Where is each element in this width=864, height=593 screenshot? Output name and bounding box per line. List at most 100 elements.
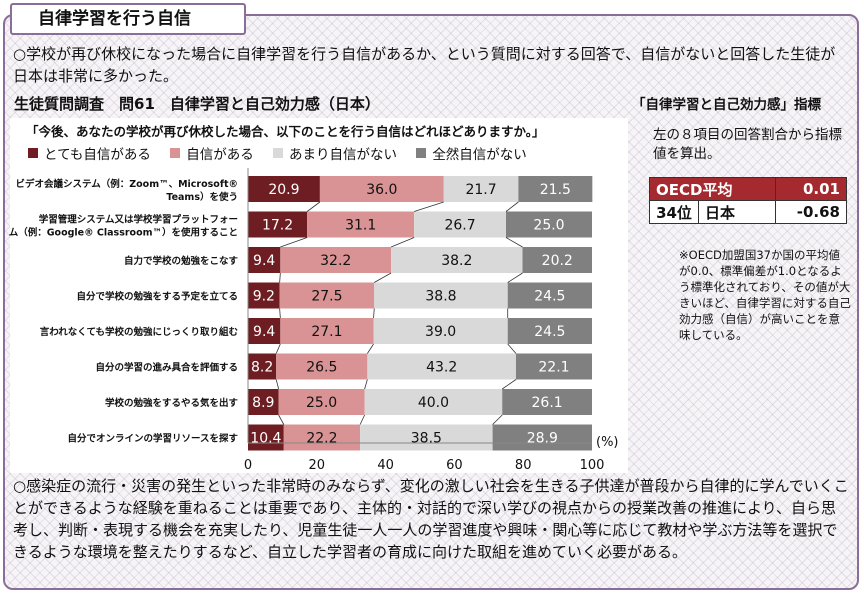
x-tick-label: 0: [244, 458, 252, 473]
index-description: 左の８項目の回答割合から指標値を算出。: [653, 127, 842, 162]
index-note: ※OECD加盟国37か国の平均値が0.0、標準偏差が1.0となるよう標準化されて…: [679, 248, 851, 342]
connector-line: [367, 343, 374, 354]
category-label: 自分で学校の勉強をする予定を立てる: [76, 291, 238, 303]
category-label: Teams）を使う: [166, 191, 238, 203]
connector-line: [501, 379, 517, 390]
data-label: 40.0: [418, 395, 449, 411]
outro-text: ○感染症の流行・災害の発生といった非常時のみならず、変化の激しい社会を生きる子供…: [13, 477, 849, 561]
connector-line: [278, 414, 285, 425]
index-rank-japan: 34位: [649, 200, 699, 224]
connector-line: [275, 343, 281, 354]
bar-segment: [507, 282, 592, 309]
bar-segment: [276, 353, 368, 380]
data-label: 22.2: [306, 431, 337, 447]
bar-segment: [364, 389, 503, 415]
data-label: 20.2: [542, 253, 573, 269]
data-label: 26.5: [306, 360, 337, 376]
connector-line: [390, 237, 415, 248]
data-label: 38.5: [411, 431, 442, 447]
legend-item-confident: 自信がある: [170, 143, 254, 163]
data-label: 38.2: [441, 253, 472, 269]
legend-label: とても自信がある: [44, 147, 151, 163]
legend-item-not-very-confident: あまり自信がない: [273, 143, 397, 163]
data-label: 17.2: [262, 218, 293, 234]
category-label: 自力で学校の勉強をこなす: [124, 255, 239, 267]
connector-line: [505, 201, 519, 212]
data-label: 22.1: [538, 360, 569, 376]
x-tick-label: 60: [446, 458, 463, 473]
connector-line: [359, 414, 365, 425]
data-label: 21.7: [465, 182, 496, 198]
bar-segment: [248, 424, 284, 451]
x-axis-unit: (%): [596, 435, 619, 450]
stacked-bar-chart: 20.9 36.0 21.7 21.5 ビデオ会議システム（例：Zoom™、Micros…: [9, 168, 619, 473]
chart-legend: とても自信がある 自信がある あまり自信がない 全然自信がない: [28, 143, 542, 163]
data-label: 27.5: [311, 289, 342, 305]
connector-line: [279, 308, 281, 319]
data-label: 27.1: [311, 324, 342, 340]
data-label: 9.4: [253, 324, 275, 340]
x-tick-label: 40: [377, 458, 394, 473]
data-label: 25.0: [533, 218, 564, 234]
data-label: 8.2: [251, 360, 273, 376]
bar-segment: [248, 318, 281, 344]
category-label: ム（例：Google® Classroom™）を使用すること: [9, 227, 238, 239]
bar-segment: [248, 389, 279, 415]
bar-segment: [279, 282, 375, 309]
index-value-japan: -0.68: [775, 200, 847, 224]
category-label: 学習管理システム又は学校学習プラットフォー: [39, 214, 238, 226]
bar-segment: [522, 247, 592, 273]
index-value-oecd: 0.01: [775, 177, 847, 201]
bar-segment: [367, 353, 516, 380]
data-label: 26.1: [532, 395, 563, 411]
bar-segment: [248, 353, 277, 380]
bar-segment: [280, 247, 392, 273]
category-label: 言われなくても学校の勉強にじっくり取り組む: [40, 326, 239, 338]
data-label: 24.5: [534, 324, 565, 340]
data-label: 21.5: [540, 182, 571, 198]
bar-segment: [248, 247, 281, 273]
bar-segment: [492, 424, 592, 451]
legend-item-very-confident: とても自信がある: [28, 143, 151, 163]
data-label: 9.2: [253, 289, 275, 305]
legend-label: 全然自信がない: [432, 147, 527, 163]
data-label: 24.5: [534, 289, 565, 305]
legend-swatch: [416, 148, 427, 158]
legend-swatch: [170, 148, 181, 158]
intro-text: ○学校が再び休校になった場合に自律学習を行う自信があるか、という質問に対する回答…: [13, 45, 836, 85]
bar-segment: [280, 318, 374, 344]
bar-segment: [373, 318, 508, 344]
connector-line: [507, 343, 517, 354]
category-label: 自分の学習の進み具合を評価する: [95, 362, 238, 374]
category-label: ビデオ会議システム（例：Zoom™、Microsoft®: [16, 178, 238, 190]
bar-segment: [502, 389, 592, 415]
index-row-oecd: OECD平均 0.01: [649, 177, 847, 201]
legend-swatch: [273, 148, 284, 158]
index-label-oecd: OECD平均: [649, 177, 776, 201]
category-label: 自分でオンラインの学習リソースを探す: [67, 433, 238, 445]
data-label: 39.0: [425, 324, 456, 340]
data-label: 36.0: [366, 182, 397, 198]
bar-segment: [518, 176, 593, 202]
bar-segment: [515, 353, 592, 380]
connector-line: [492, 414, 503, 425]
bar-segment: [360, 424, 493, 451]
connector-line: [280, 237, 308, 248]
connector-line: [275, 379, 280, 390]
bar-segment: [506, 211, 592, 238]
index-title: 「自律学習と自己効力感」指標: [632, 97, 821, 113]
index-row-japan: 34位 日本 -0.68: [649, 200, 847, 224]
data-label: 43.2: [426, 360, 457, 376]
x-tick-label: 80: [515, 458, 532, 473]
legend-label: あまり自信がない: [289, 147, 398, 163]
data-label: 25.0: [306, 395, 337, 411]
data-label: 26.7: [444, 218, 475, 234]
x-tick-label: 100: [580, 458, 605, 473]
chart-heading: 生徒質問調査 問61 自律学習と自己効力感（日本）: [14, 95, 380, 113]
page-title: 自律学習を行う自信: [10, 3, 246, 35]
bar-segment: [507, 318, 592, 344]
data-label: 38.8: [425, 289, 456, 305]
connector-line: [414, 201, 444, 212]
data-label: 31.1: [345, 218, 376, 234]
index-label-japan: 日本: [698, 200, 776, 224]
